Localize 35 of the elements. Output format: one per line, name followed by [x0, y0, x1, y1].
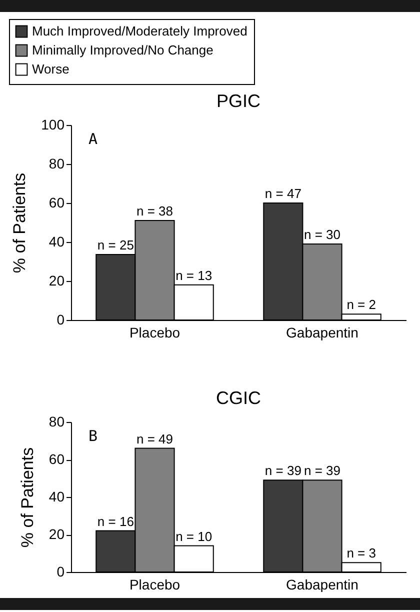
y-axis-title: % of Patients [10, 172, 30, 274]
annotation: n = 13 [176, 268, 212, 283]
chart-title: CGIC [216, 388, 261, 408]
y-tick-label: 80 [48, 156, 65, 172]
y-tick-label: 100 [41, 116, 65, 132]
y-tick-label: 20 [48, 272, 65, 288]
legend-label: Minimally Improved/No Change [32, 42, 214, 58]
annotation: n = 10 [176, 528, 212, 544]
x-tick-label: Placebo [129, 576, 180, 592]
annotation: n = 39 [264, 463, 302, 478]
annotation: n = 38 [136, 204, 174, 219]
annotation: n = 2 [346, 297, 376, 312]
annotation: n = 25 [97, 237, 134, 252]
annotation: n = 47 [264, 186, 302, 201]
y-tick-label: 60 [48, 194, 65, 210]
annotation: n = 3 [346, 546, 376, 561]
annotation: n = 49 [136, 431, 174, 446]
annotation: n = 30 [304, 226, 341, 242]
annotation: B [88, 427, 98, 445]
chart-title: PGIC [216, 91, 261, 111]
annotation: n = 16 [97, 514, 134, 529]
x-tick-label: Gabapentin [286, 324, 358, 340]
y-tick-label: 40 [48, 234, 65, 250]
annotation: n = 39 [304, 463, 341, 478]
legend-label: Much Improved/Moderately Improved [32, 24, 248, 38]
legend-label: Worse [32, 62, 70, 76]
x-tick-label: Placebo [129, 324, 180, 340]
y-tick-label: 20 [48, 526, 65, 542]
y-tick-label: 60 [48, 451, 65, 467]
y-axis-title: % of Patients [18, 447, 37, 548]
annotation: A [88, 130, 98, 148]
y-tick-label: 80 [48, 414, 65, 430]
y-tick-label: 0 [56, 564, 65, 580]
y-tick-label: 0 [56, 312, 65, 328]
y-tick-label: 40 [48, 488, 65, 504]
